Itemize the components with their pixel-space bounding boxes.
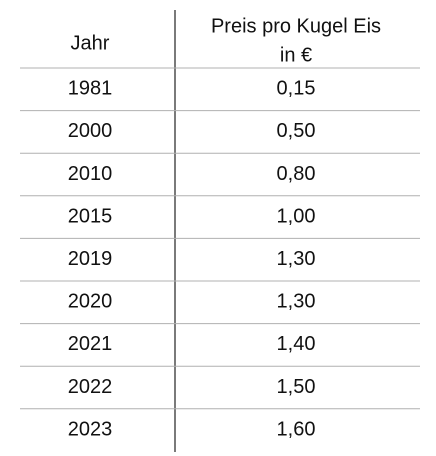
price-cell: 1,30 (277, 291, 316, 313)
year-cell: 2023 (68, 418, 113, 440)
year-cell: 2021 (68, 333, 113, 355)
header-year: Jahr (71, 32, 110, 54)
price-cell: 0,80 (277, 163, 316, 185)
price-cell: 1,30 (277, 248, 316, 270)
year-cell: 2019 (68, 248, 113, 270)
price-cell: 1,60 (277, 418, 316, 440)
price-cell: 0,15 (277, 78, 316, 100)
year-cell: 2015 (68, 205, 113, 227)
price-cell: 1,50 (277, 376, 316, 398)
price-cell: 1,00 (277, 205, 316, 227)
year-cell: 2020 (68, 291, 113, 313)
header-price: Preis pro Kugel Eis (211, 15, 381, 37)
year-cell: 2010 (68, 163, 113, 185)
year-cell: 2000 (68, 120, 113, 142)
year-cell: 2022 (68, 376, 113, 398)
header-price-unit: in € (280, 44, 312, 66)
price-cell: 1,40 (277, 333, 316, 355)
price-cell: 0,50 (277, 120, 316, 142)
year-cell: 1981 (68, 78, 113, 100)
